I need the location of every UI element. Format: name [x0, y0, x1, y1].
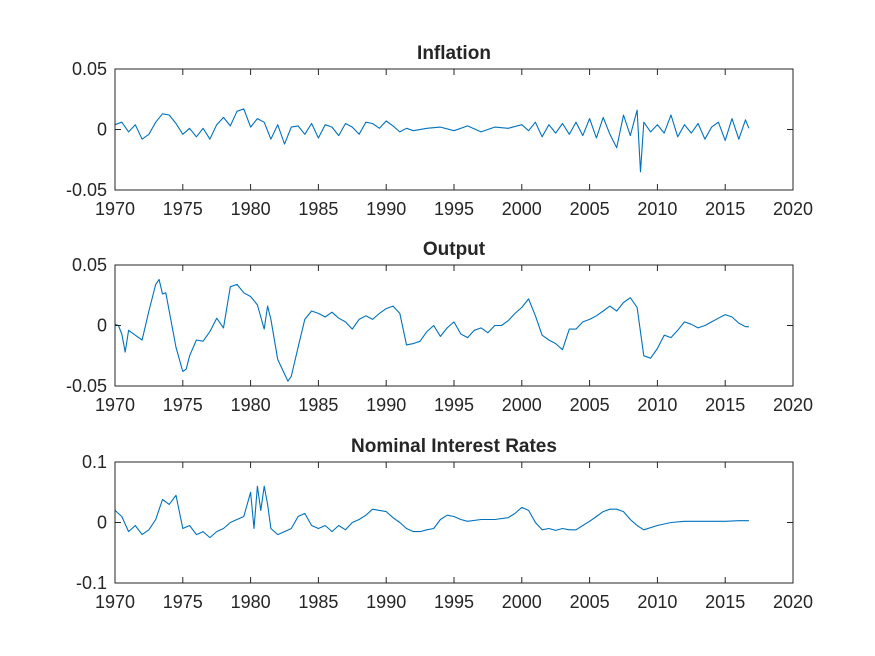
x-tick-label: 2005: [570, 592, 610, 612]
series-line-2: [114, 278, 749, 382]
chart-title: Nominal Interest Rates: [351, 436, 557, 457]
x-tick-label: 1985: [298, 592, 338, 612]
y-tick-label: -0.1: [76, 573, 107, 593]
x-tick-label: 2000: [502, 199, 542, 219]
axes-box: [114, 68, 794, 191]
x-tick-label: 1970: [95, 592, 135, 612]
x-tick-label: 2000: [502, 395, 542, 415]
y-tick-label: 0.05: [72, 59, 107, 79]
x-tick-label: 2010: [637, 199, 677, 219]
y-tick-label: 0: [97, 316, 107, 336]
x-tick-label: 1990: [366, 395, 406, 415]
y-tick-label: 0: [97, 513, 107, 533]
subplot-3: 1970 1975 1980 1985 1990 1995 2000 2005 2010 2015…: [76, 436, 813, 612]
x-tick-label: 1990: [366, 592, 406, 612]
x-tick-label: 2020: [773, 199, 813, 219]
x-tick-label: 2015: [705, 395, 745, 415]
x-tick-label: 1980: [231, 395, 271, 415]
x-tick-label: 1995: [434, 199, 474, 219]
x-tick-label: 1970: [95, 395, 135, 415]
x-tick-label: 1980: [231, 592, 271, 612]
y-tick-label: 0.05: [72, 255, 107, 275]
x-tick-label: 2010: [637, 395, 677, 415]
chart-title: Inflation: [417, 43, 491, 64]
x-tick-label: 1975: [163, 592, 203, 612]
x-tick-label: 1985: [298, 395, 338, 415]
x-tick-label: 2010: [637, 592, 677, 612]
x-tick-label: 2020: [773, 395, 813, 415]
x-tick-label: 1995: [434, 395, 474, 415]
x-tick-label: 1970: [95, 199, 135, 219]
x-tick-label: 1975: [163, 395, 203, 415]
series-line-3: [114, 485, 749, 539]
subplot-2: 1970 1975 1980 1985 1990 1995 2000 2005 2010 2015…: [66, 239, 813, 415]
x-tick-label: 1975: [163, 199, 203, 219]
x-tick-label: 2000: [502, 592, 542, 612]
x-tick-label: 1985: [298, 199, 338, 219]
x-tick-label: 1980: [231, 199, 271, 219]
x-tick-label: 2005: [570, 395, 610, 415]
y-tick-label: -0.05: [66, 180, 107, 200]
axes-box: [114, 461, 794, 584]
x-tick-label: 1990: [366, 199, 406, 219]
y-tick-label: 0.1: [82, 452, 107, 472]
x-tick-label: 1995: [434, 592, 474, 612]
x-tick-label: 2015: [705, 592, 745, 612]
series-line-1: [114, 108, 750, 173]
chart-title: Output: [423, 239, 486, 260]
x-tick-label: 2020: [773, 592, 813, 612]
x-tick-label: 2005: [570, 199, 610, 219]
x-tick-label: 2015: [705, 199, 745, 219]
axes-box: [114, 264, 794, 387]
y-tick-label: -0.05: [66, 376, 107, 396]
y-tick-label: 0: [97, 120, 107, 140]
subplot-1: 1970 1975 1980 1985 1990 1995 2000 2005 2010 2015…: [66, 43, 813, 219]
